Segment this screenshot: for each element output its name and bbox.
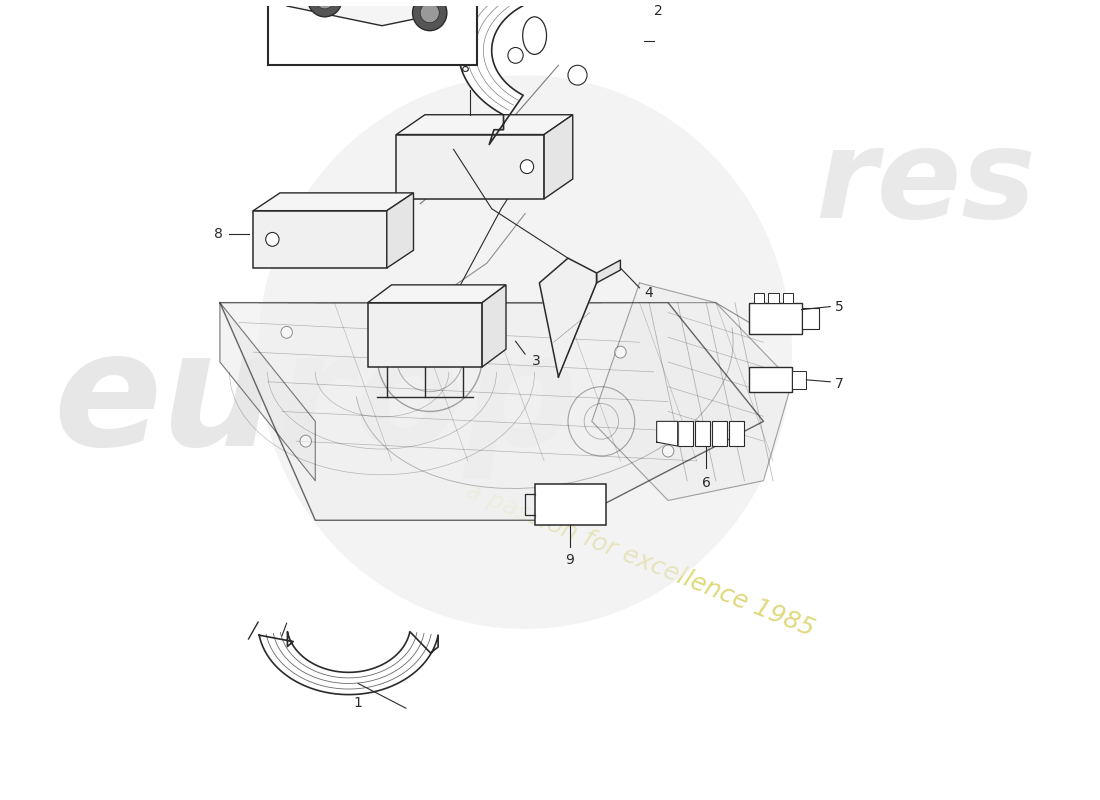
Bar	[768, 293, 779, 302]
Bar	[267, 0, 477, 66]
Bar	[678, 422, 693, 446]
Text: 8: 8	[461, 61, 470, 75]
Bar	[695, 422, 711, 446]
Circle shape	[308, 0, 342, 17]
Circle shape	[316, 0, 334, 9]
Bar	[782, 293, 793, 302]
Circle shape	[615, 346, 626, 358]
Polygon shape	[220, 302, 763, 520]
Text: 2: 2	[653, 4, 662, 18]
Circle shape	[280, 326, 293, 338]
Polygon shape	[459, 0, 575, 145]
Text: res: res	[815, 123, 1036, 245]
Bar	[802, 308, 818, 330]
Polygon shape	[482, 285, 506, 367]
Bar	[729, 422, 745, 446]
Bar	[712, 422, 727, 446]
Text: 4: 4	[645, 286, 653, 300]
Text: europ: europ	[53, 324, 578, 479]
Circle shape	[420, 3, 439, 22]
Bar	[396, 134, 544, 199]
Polygon shape	[592, 283, 792, 501]
Polygon shape	[544, 114, 573, 199]
Polygon shape	[260, 632, 438, 694]
Bar	[792, 371, 806, 389]
Circle shape	[472, 306, 483, 318]
Polygon shape	[539, 258, 596, 377]
Bar	[367, 302, 482, 367]
Text: 7: 7	[835, 377, 844, 390]
Bar	[535, 484, 606, 526]
Text: 1: 1	[353, 696, 362, 710]
Polygon shape	[277, 0, 468, 26]
Bar	[754, 293, 764, 302]
Polygon shape	[367, 285, 506, 302]
Circle shape	[662, 445, 674, 457]
Polygon shape	[387, 193, 414, 268]
Circle shape	[508, 47, 524, 63]
Text: 8: 8	[213, 226, 223, 241]
Text: 9: 9	[565, 553, 574, 567]
Circle shape	[258, 75, 792, 629]
Circle shape	[568, 66, 587, 85]
Polygon shape	[253, 193, 414, 210]
Polygon shape	[220, 302, 316, 481]
Polygon shape	[657, 422, 678, 446]
Circle shape	[412, 0, 447, 30]
Text: 3: 3	[531, 354, 540, 367]
Circle shape	[266, 233, 279, 246]
Text: a passion for excellence 1985: a passion for excellence 1985	[462, 478, 817, 641]
Polygon shape	[396, 114, 573, 134]
Polygon shape	[596, 260, 620, 283]
Text: 5: 5	[835, 300, 844, 314]
Bar	[749, 302, 802, 334]
Bar	[749, 367, 792, 392]
Text: 6: 6	[702, 476, 711, 490]
Circle shape	[520, 160, 534, 174]
Bar	[253, 210, 387, 268]
Circle shape	[300, 435, 311, 447]
